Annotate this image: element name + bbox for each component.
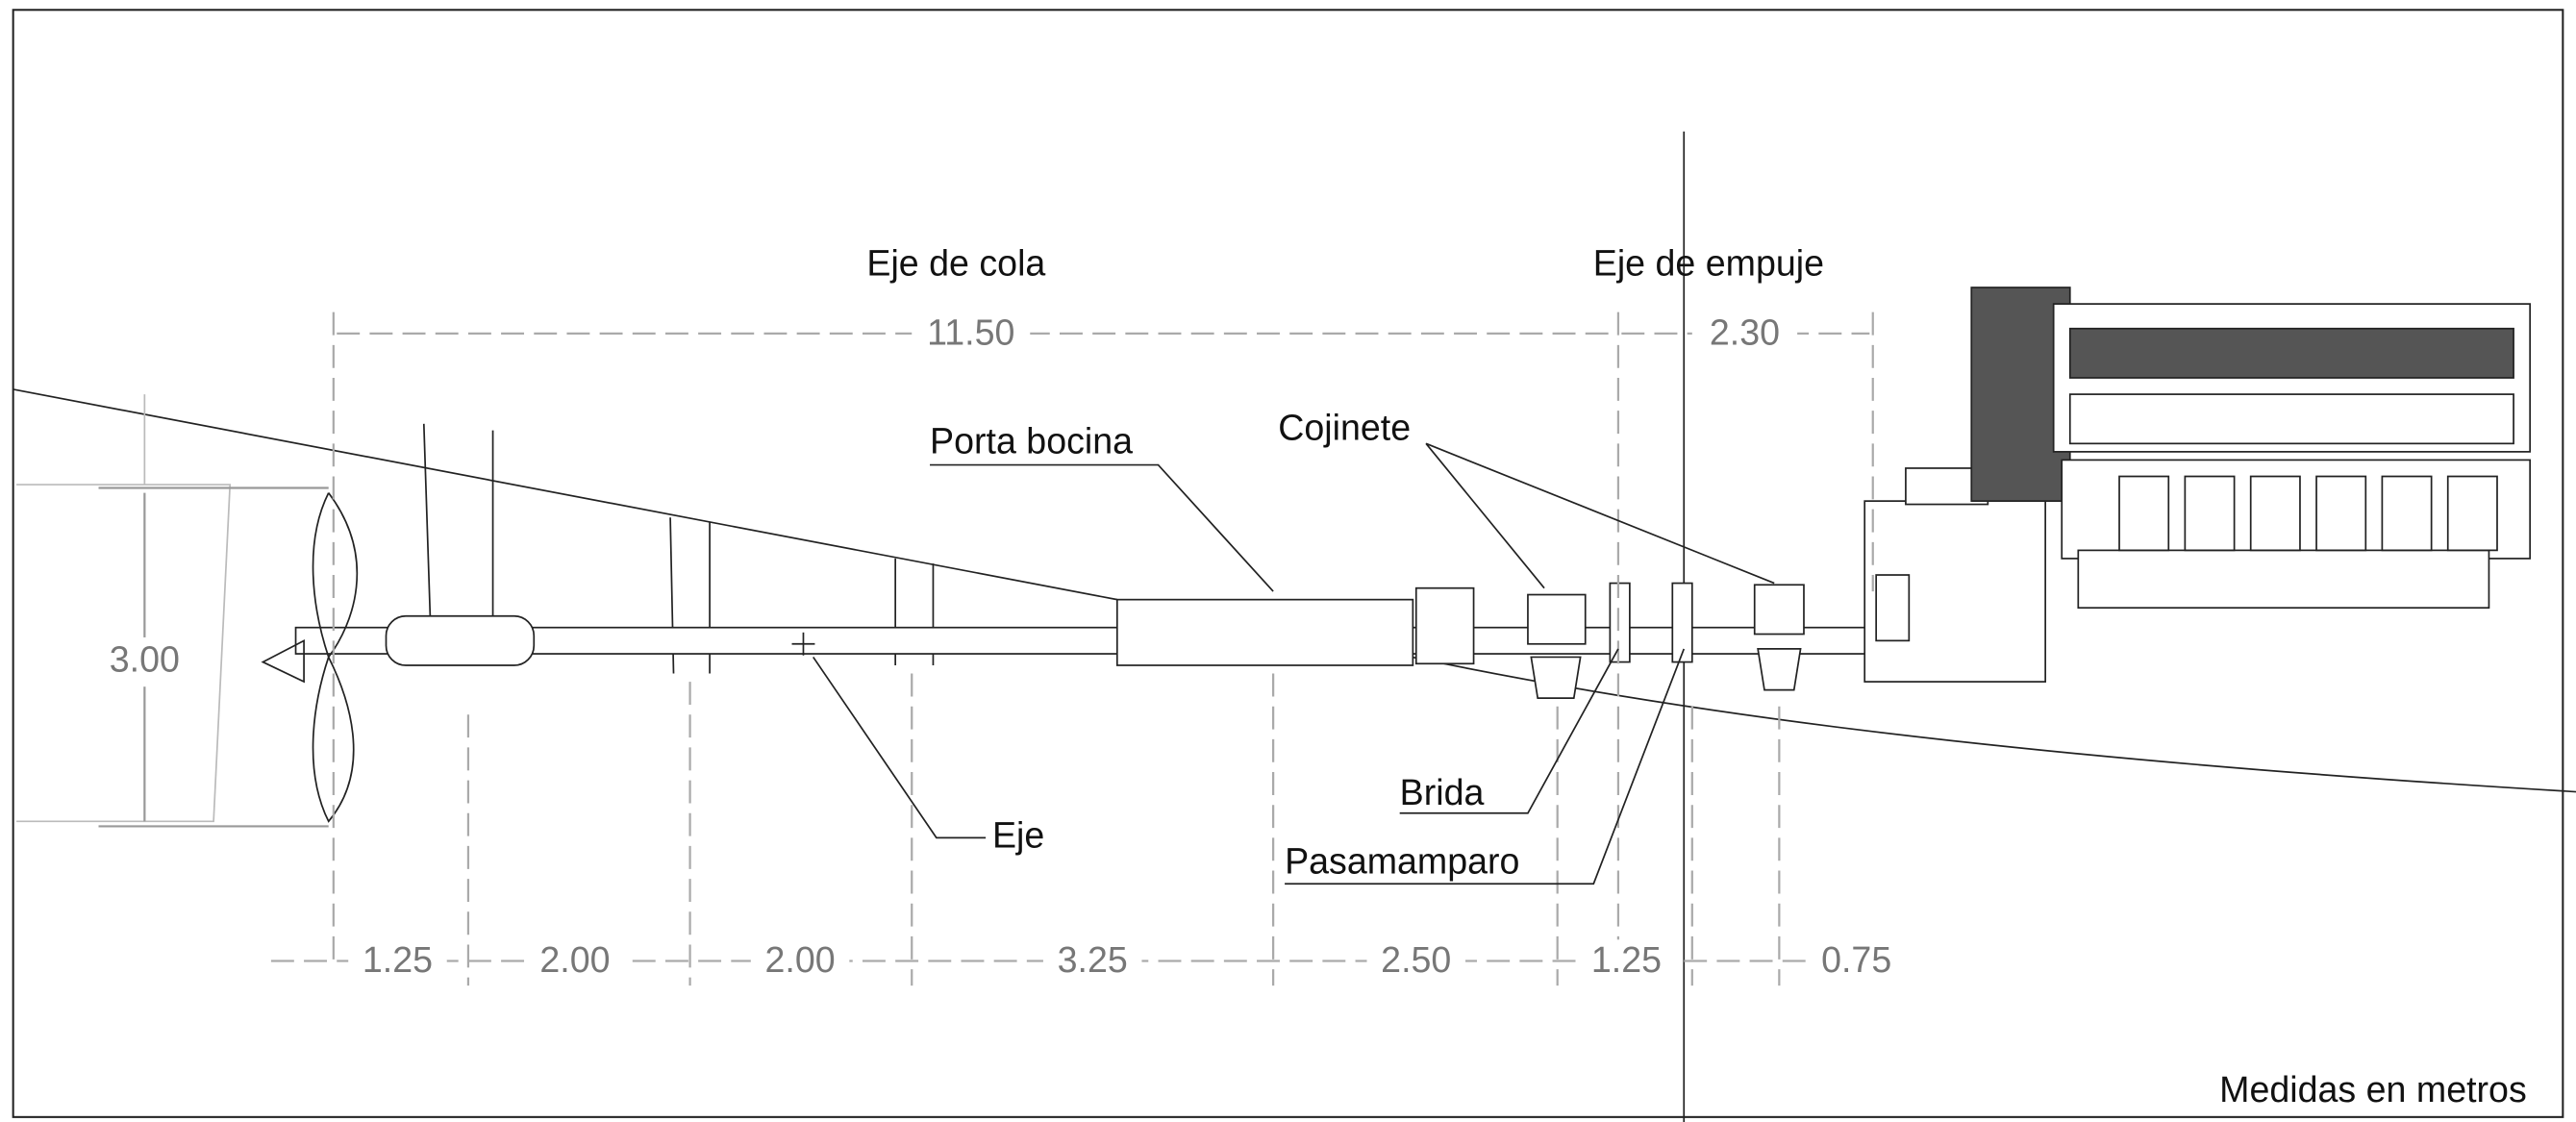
- label-bg: [750, 939, 850, 986]
- dimension-label: 2.00: [764, 939, 835, 980]
- dimension-label: 2.00: [539, 939, 610, 980]
- label: Pasamamparo: [1285, 841, 1519, 882]
- dimension-label: 2.30: [1710, 312, 1780, 352]
- label: Cojinete: [1278, 408, 1411, 448]
- label-bg: [912, 312, 1031, 359]
- frame: [12, 9, 2564, 1118]
- dimension-label: 1.25: [1591, 939, 1662, 980]
- label: Eje de empuje: [1593, 243, 1824, 284]
- label-bg: [1807, 939, 1906, 986]
- label-bg: [525, 939, 625, 986]
- leader-lines: [813, 442, 1775, 885]
- units-note: Medidas en metros: [2219, 1069, 2527, 1110]
- bottom-dimension-lines: [270, 673, 1808, 986]
- bottom-dimension-labels: 1.25 2.00 2.00 3.25 2.50 1.25 0.75: [348, 939, 1906, 986]
- dimension-label: 1.25: [363, 939, 433, 980]
- label: Brida: [1400, 772, 1485, 812]
- label-bg: [348, 939, 447, 986]
- dimension-label: 3.25: [1058, 939, 1128, 980]
- dimension-label: 0.75: [1821, 939, 1891, 980]
- label-bg: [89, 636, 199, 687]
- label: Eje de cola: [866, 243, 1045, 284]
- label-bg: [1366, 939, 1466, 986]
- rudder: [16, 394, 232, 823]
- struts: [422, 423, 935, 674]
- label-bg: [1577, 939, 1676, 986]
- label-bg: [1042, 939, 1142, 986]
- engine: [1863, 287, 2532, 683]
- label: Porta bocina: [930, 420, 1133, 461]
- dimension-label: 3.00: [110, 638, 180, 679]
- label: Eje: [992, 814, 1044, 855]
- shaft-line: [261, 492, 1874, 823]
- dimension-label: 2.50: [1381, 939, 1451, 980]
- top-dimension-lines: [332, 312, 1874, 970]
- label-bg: [1691, 312, 1798, 359]
- dimension-label: 11.50: [927, 312, 1014, 352]
